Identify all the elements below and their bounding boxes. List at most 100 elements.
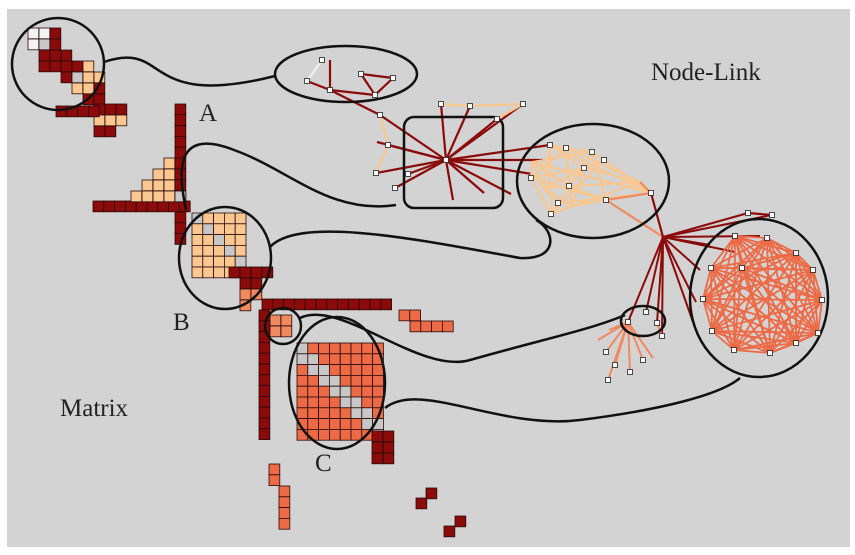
matrix-cell [350, 364, 363, 376]
graph-node [601, 157, 607, 163]
matrix-cell [318, 407, 330, 419]
link-edge [702, 267, 743, 300]
matrix-cell [307, 407, 319, 419]
matrix-cell [92, 200, 105, 213]
matrix-cell [358, 298, 371, 311]
matrix-cell [223, 223, 236, 236]
graph-node [405, 171, 411, 177]
matrix-cell [318, 374, 330, 387]
matrix-cell [382, 452, 395, 465]
matrix-cell [350, 428, 363, 441]
matrix-cell [293, 298, 306, 311]
link-edge [531, 161, 652, 194]
link-edge [733, 349, 771, 354]
matrix-cell [372, 364, 384, 376]
matrix-cell [307, 353, 319, 365]
graph-node [605, 377, 611, 383]
link-edge [817, 299, 823, 334]
graph-node [627, 369, 633, 375]
graph-node [625, 319, 631, 325]
matrix-cell [115, 114, 128, 127]
matrix-cell [318, 385, 330, 398]
matrix-cell [191, 255, 204, 268]
matrix-cell [77, 105, 89, 118]
graph-node [612, 362, 618, 368]
matrix-cell [278, 518, 291, 530]
matrix-cell [234, 212, 247, 225]
link-edge [375, 158, 447, 175]
graph-node [731, 347, 737, 353]
matrix-cell [191, 266, 204, 279]
graph-node [654, 320, 660, 326]
link-edge [469, 102, 524, 108]
link-edge [530, 167, 585, 179]
link-edge [440, 102, 471, 108]
graph-node [603, 349, 609, 355]
matrix-cell [93, 125, 106, 138]
matrix-cell [328, 396, 341, 409]
matrix-group-small [263, 306, 303, 346]
graph-node [555, 200, 561, 206]
graph-node [603, 197, 609, 203]
matrix-cell [202, 244, 215, 257]
link-edge [444, 159, 455, 201]
matrix-cell [125, 200, 137, 213]
graph-node [563, 145, 569, 151]
matrix-cell [163, 190, 176, 203]
matrix-cell [174, 125, 187, 137]
matrix-cell [268, 474, 281, 486]
matrix-cell [228, 266, 241, 279]
link-edge [747, 211, 773, 217]
matrix-cell [296, 385, 309, 398]
matrix-cell [258, 374, 271, 386]
graph-node [589, 149, 595, 155]
matrix-cell [361, 353, 373, 365]
matrix-cell [152, 190, 165, 203]
link-edge [374, 77, 394, 96]
link-edge [445, 159, 485, 194]
matrix-cell [328, 374, 341, 387]
matrix-cell [339, 364, 352, 376]
matrix-cell [213, 244, 225, 257]
link-edge [591, 151, 607, 201]
matrix-cell [55, 105, 68, 118]
matrix-cell [239, 288, 252, 301]
link-edge [645, 236, 664, 313]
graph-node [769, 212, 775, 218]
graph-node [648, 190, 654, 196]
link-edge [741, 267, 814, 271]
link-edge [710, 237, 768, 269]
matrix-cell [280, 314, 293, 327]
graph-node [548, 211, 554, 217]
matrix-cell [60, 60, 73, 73]
link-edge [710, 235, 736, 269]
matrix-cell [296, 407, 309, 419]
matrix-cell [82, 60, 95, 73]
matrix-cell [191, 223, 204, 236]
matrix-cell [104, 114, 117, 127]
matrix-cell [38, 27, 51, 40]
link-edge [439, 103, 448, 161]
matrix-group-top-left [10, 16, 106, 112]
matrix-cell [258, 406, 271, 419]
link-edge [379, 114, 447, 161]
matrix-cell [328, 418, 341, 430]
link-edge [710, 267, 771, 354]
matrix-cell [258, 341, 271, 354]
graph-node [566, 183, 572, 189]
link-edge [710, 252, 797, 269]
link-edge [530, 177, 552, 215]
graph-node [319, 57, 325, 63]
matrix-cell [38, 60, 51, 73]
matrix-cell [296, 364, 309, 376]
link-edge [795, 269, 814, 344]
link-edge [360, 72, 394, 80]
node-group-right [515, 122, 671, 240]
matrix-cell [104, 125, 117, 138]
link-edge [741, 267, 797, 344]
matrix-cell [258, 395, 271, 408]
matrix-cell [307, 396, 319, 409]
matrix-cell [278, 496, 291, 508]
matrix-cell [307, 385, 319, 398]
